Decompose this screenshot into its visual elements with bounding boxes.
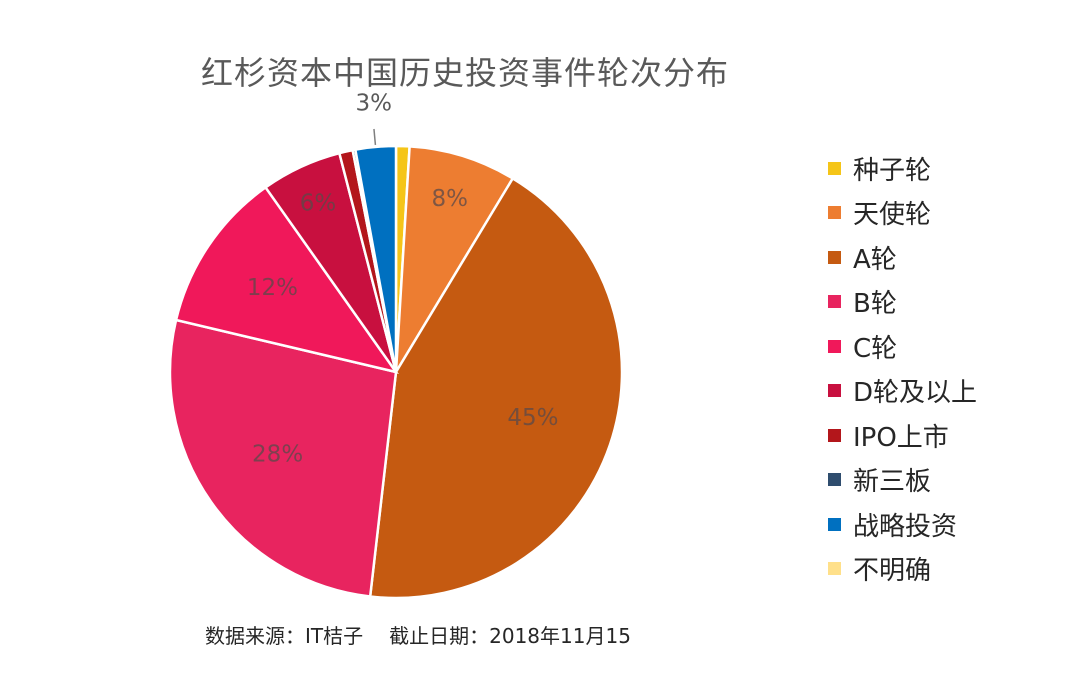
legend-swatch (828, 428, 841, 442)
legend-swatch (828, 250, 841, 264)
pie-slice-8 (353, 144, 398, 373)
legend-label: 天使轮 (853, 200, 932, 231)
legend-item: D轮及以上 (828, 369, 977, 414)
pie-slice-2 (368, 176, 624, 600)
legend-label: 不明确 (853, 556, 932, 587)
legend-label: IPO上市 (853, 422, 949, 453)
footnote: 数据来源：IT桔子 截止日期：2018年11月15 (205, 620, 631, 649)
pie-slice-3 (168, 318, 398, 598)
legend-item: 不明确 (828, 547, 977, 592)
legend-item: 战略投资 (828, 502, 977, 547)
legend-item: 新三板 (828, 458, 977, 503)
legend-swatch (828, 562, 841, 576)
legend: 种子轮天使轮 A轮 B轮 C轮 D轮及以上 IPO上市新三板战略投资不明确 (828, 146, 977, 591)
legend-swatch (828, 384, 841, 398)
pie-slice-1 (394, 145, 515, 373)
legend-item: 种子轮 (828, 146, 977, 191)
legend-swatch (828, 339, 841, 353)
data-label-3: 28% (252, 442, 303, 468)
legend-item: IPO上市 (828, 413, 977, 458)
legend-label: 新三板 (853, 467, 932, 498)
leader-line-8 (373, 128, 377, 145)
legend-swatch (828, 206, 841, 220)
legend-item: A轮 (828, 235, 977, 280)
data-label-8: 3% (355, 91, 392, 117)
data-label-2: 45% (507, 405, 558, 431)
data-label-1: 8% (431, 186, 468, 212)
legend-label: 战略投资 (853, 511, 958, 542)
legend-item: 天使轮 (828, 191, 977, 236)
legend-label: D轮及以上 (853, 378, 978, 409)
legend-swatch (828, 161, 841, 175)
legend-swatch (828, 295, 841, 309)
legend-label: B轮 (853, 289, 897, 320)
legend-item: B轮 (828, 280, 977, 325)
legend-label: 种子轮 (853, 155, 932, 186)
legend-label: C轮 (853, 333, 898, 364)
data-label-4: 12% (247, 275, 298, 301)
date-note: 截止日期：2018年11月15 (389, 624, 631, 648)
data-label-5: 6% (300, 190, 337, 216)
legend-item: C轮 (828, 324, 977, 369)
pie-slice-4 (174, 185, 399, 374)
source-note: 数据来源：IT桔子 (205, 624, 364, 648)
legend-swatch (828, 473, 841, 487)
legend-label: A轮 (853, 244, 897, 275)
legend-swatch (828, 517, 841, 531)
chart-title: 红杉资本中国历史投资事件轮次分布 (200, 54, 729, 92)
